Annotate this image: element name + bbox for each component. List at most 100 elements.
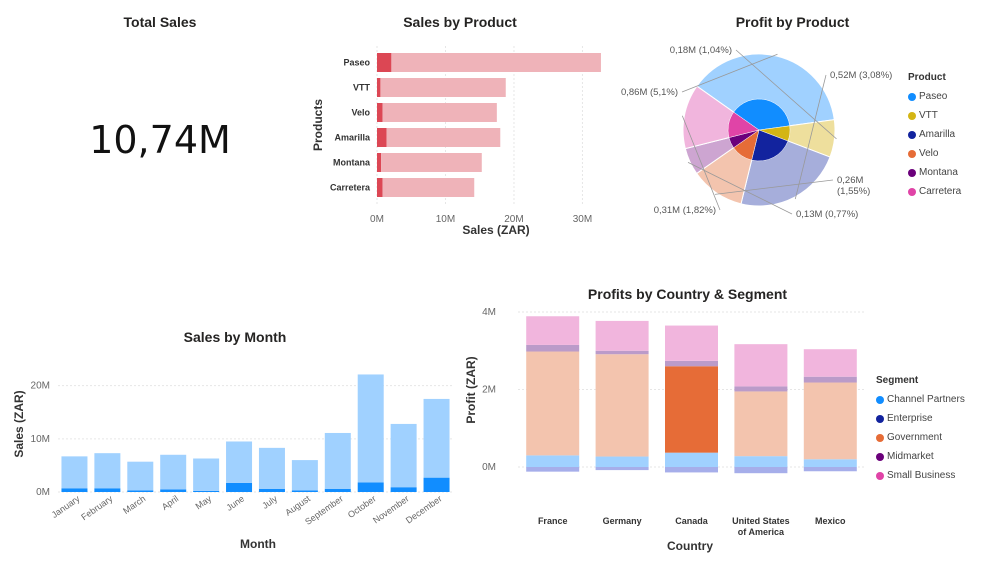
- legend-marker: [908, 111, 916, 120]
- y-axis-title: Profit (ZAR): [464, 356, 478, 423]
- bar-amarilla: [377, 128, 387, 147]
- legend-item-amarilla[interactable]: Amarilla: [908, 125, 961, 144]
- bar-february: [94, 453, 121, 489]
- profits-by-country-title: Profits by Country & Segment: [587, 286, 788, 302]
- bar-may: [193, 490, 220, 492]
- profits-by-country-chart: 0M 2M 4M France Germany Canada United States of…: [464, 307, 865, 553]
- legend-label: VTT: [919, 110, 938, 121]
- x-tick-label: 30M: [573, 214, 592, 225]
- x-tick-label-canada: Canada: [675, 516, 709, 526]
- bar-germany: [595, 320, 649, 351]
- x-tick-label-june: June: [224, 493, 246, 512]
- bar-france: [526, 344, 580, 352]
- leader-line: [735, 49, 837, 140]
- legend-item-montana[interactable]: Montana: [908, 163, 961, 182]
- total-sales-card[interactable]: Total Sales 10,74M: [30, 0, 290, 230]
- leader-line: [687, 162, 793, 215]
- legend-item-small-business[interactable]: Small Business: [876, 466, 965, 485]
- legend-title: Segment: [876, 375, 919, 386]
- leader-line: [681, 53, 778, 93]
- bar-canada: [665, 467, 718, 473]
- x-tick-label-france: France: [538, 516, 568, 526]
- legend-marker: [876, 414, 884, 423]
- legend-item-vtt[interactable]: VTT: [908, 106, 961, 125]
- legend-item-enterprise[interactable]: Enterprise: [876, 409, 965, 428]
- bar-june: [226, 441, 253, 483]
- legend-label: Midmarket: [887, 451, 934, 462]
- x-tick-label-may: May: [194, 493, 214, 511]
- legend-item-channel-partners[interactable]: Channel Partners: [876, 390, 965, 409]
- legend-marker: [908, 92, 916, 101]
- legend-label: Paseo: [919, 91, 948, 102]
- bar-november: [390, 423, 417, 488]
- x-tick-label: 20M: [504, 214, 523, 225]
- bar-germany: [595, 350, 649, 355]
- legend-marker: [876, 395, 884, 404]
- sales-by-product-title: Sales by Product: [403, 14, 517, 30]
- legend-item-midmarket[interactable]: Midmarket: [876, 447, 965, 466]
- profit-by-product-chart: 0,86M (5,1%) 0,18M (1,04%) 0,52M (3,08%) 0,…: [621, 45, 892, 220]
- slice-label-montana: 0,13M (0,77%): [796, 209, 858, 220]
- leader-line: [681, 115, 721, 211]
- bar-germany: [595, 456, 649, 467]
- y-tick-label: 4M: [482, 307, 496, 318]
- bar-germany: [595, 467, 649, 471]
- inner-slice-carretera: [727, 111, 760, 138]
- y-axis-title: Products: [311, 99, 325, 151]
- bar-canada: [665, 366, 718, 453]
- inner-slice-paseo: [733, 98, 790, 131]
- bar-montana: [377, 153, 382, 172]
- bar-september: [324, 432, 351, 489]
- bar-france: [526, 467, 580, 472]
- total-sales-value: 10,74M: [89, 118, 231, 162]
- category-label-vtt: VTT: [353, 83, 371, 93]
- sales-by-month-visual[interactable]: Sales by Month 0M 10M 20M January February Ma…: [0, 320, 470, 564]
- bar-velo: [377, 103, 383, 122]
- x-tick-label: 10M: [436, 214, 455, 225]
- bar-july: [258, 488, 285, 492]
- y-tick-label: 2M: [482, 385, 496, 396]
- x-tick-label-november: November: [371, 493, 411, 525]
- bar-mexico: [803, 467, 857, 472]
- bar-united-states-of-america: [734, 344, 788, 387]
- profit-by-product-title: Profit by Product: [735, 14, 850, 30]
- sales-by-product-chart: 0M 10M 20M 30M Paseo VTT Velo Amarilla Montana Ca…: [311, 46, 601, 237]
- bar-mexico: [803, 349, 857, 377]
- y-tick-label: 0M: [36, 487, 50, 498]
- category-label-carretera: Carretera: [330, 183, 371, 193]
- legend-item-carretera[interactable]: Carretera: [908, 182, 961, 201]
- legend-marker: [908, 149, 916, 158]
- bar-france: [526, 455, 580, 467]
- x-tick-label-april: April: [160, 493, 180, 512]
- legend-marker: [908, 130, 916, 139]
- bar-april: [160, 489, 187, 492]
- legend-item-government[interactable]: Government: [876, 428, 965, 447]
- legend-item-velo[interactable]: Velo: [908, 144, 961, 163]
- slice-label-vtt: 0,18M (1,04%): [670, 45, 732, 56]
- legend-label: Velo: [919, 148, 939, 159]
- legend-marker: [876, 471, 884, 480]
- x-axis-title: Month: [240, 537, 276, 551]
- leader-line: [794, 74, 827, 200]
- leader-line: [714, 179, 834, 195]
- x-tick-label: 0M: [370, 214, 384, 225]
- bar-january: [61, 488, 88, 492]
- y-tick-label: 20M: [31, 381, 50, 392]
- legend-item-paseo[interactable]: Paseo: [908, 87, 961, 106]
- bar-canada: [665, 325, 718, 361]
- profits-by-country-visual[interactable]: Profits by Country & Segment 0M 2M 4M Franc…: [460, 280, 985, 564]
- category-label-montana: Montana: [333, 158, 371, 168]
- bar-amarilla: [386, 128, 501, 147]
- bar-canada: [665, 360, 718, 367]
- bar-carretera: [382, 178, 475, 197]
- slice-label-paseo: 0,86M (5,1%): [621, 87, 678, 98]
- bar-united-states-of-america: [734, 391, 788, 457]
- bar-march: [127, 461, 154, 491]
- x-tick-label-february: February: [79, 493, 115, 522]
- profit-by-product-visual[interactable]: Profit by Product 0,86M (5,1%) 0,18M (1,0…: [620, 0, 985, 245]
- sales-by-product-visual[interactable]: Sales by Product 0M 10M 20M 30M Paseo VTT Velo…: [300, 0, 620, 245]
- bar-december: [423, 398, 450, 478]
- segment-legend: Segment Channel Partners Enterprise Govern…: [876, 375, 965, 485]
- bar-carretera: [377, 178, 383, 197]
